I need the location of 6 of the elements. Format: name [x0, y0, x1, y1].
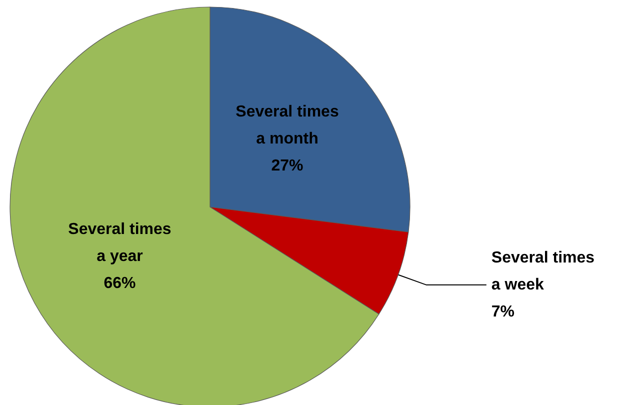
data-label: 66%	[104, 275, 136, 292]
slice-label: Several times a week	[491, 249, 595, 294]
data-label: 7%	[491, 303, 515, 320]
slice-label: Several times a year	[68, 221, 172, 266]
slice-label: Several times a month	[236, 103, 339, 148]
data-label: 27%	[271, 157, 304, 174]
